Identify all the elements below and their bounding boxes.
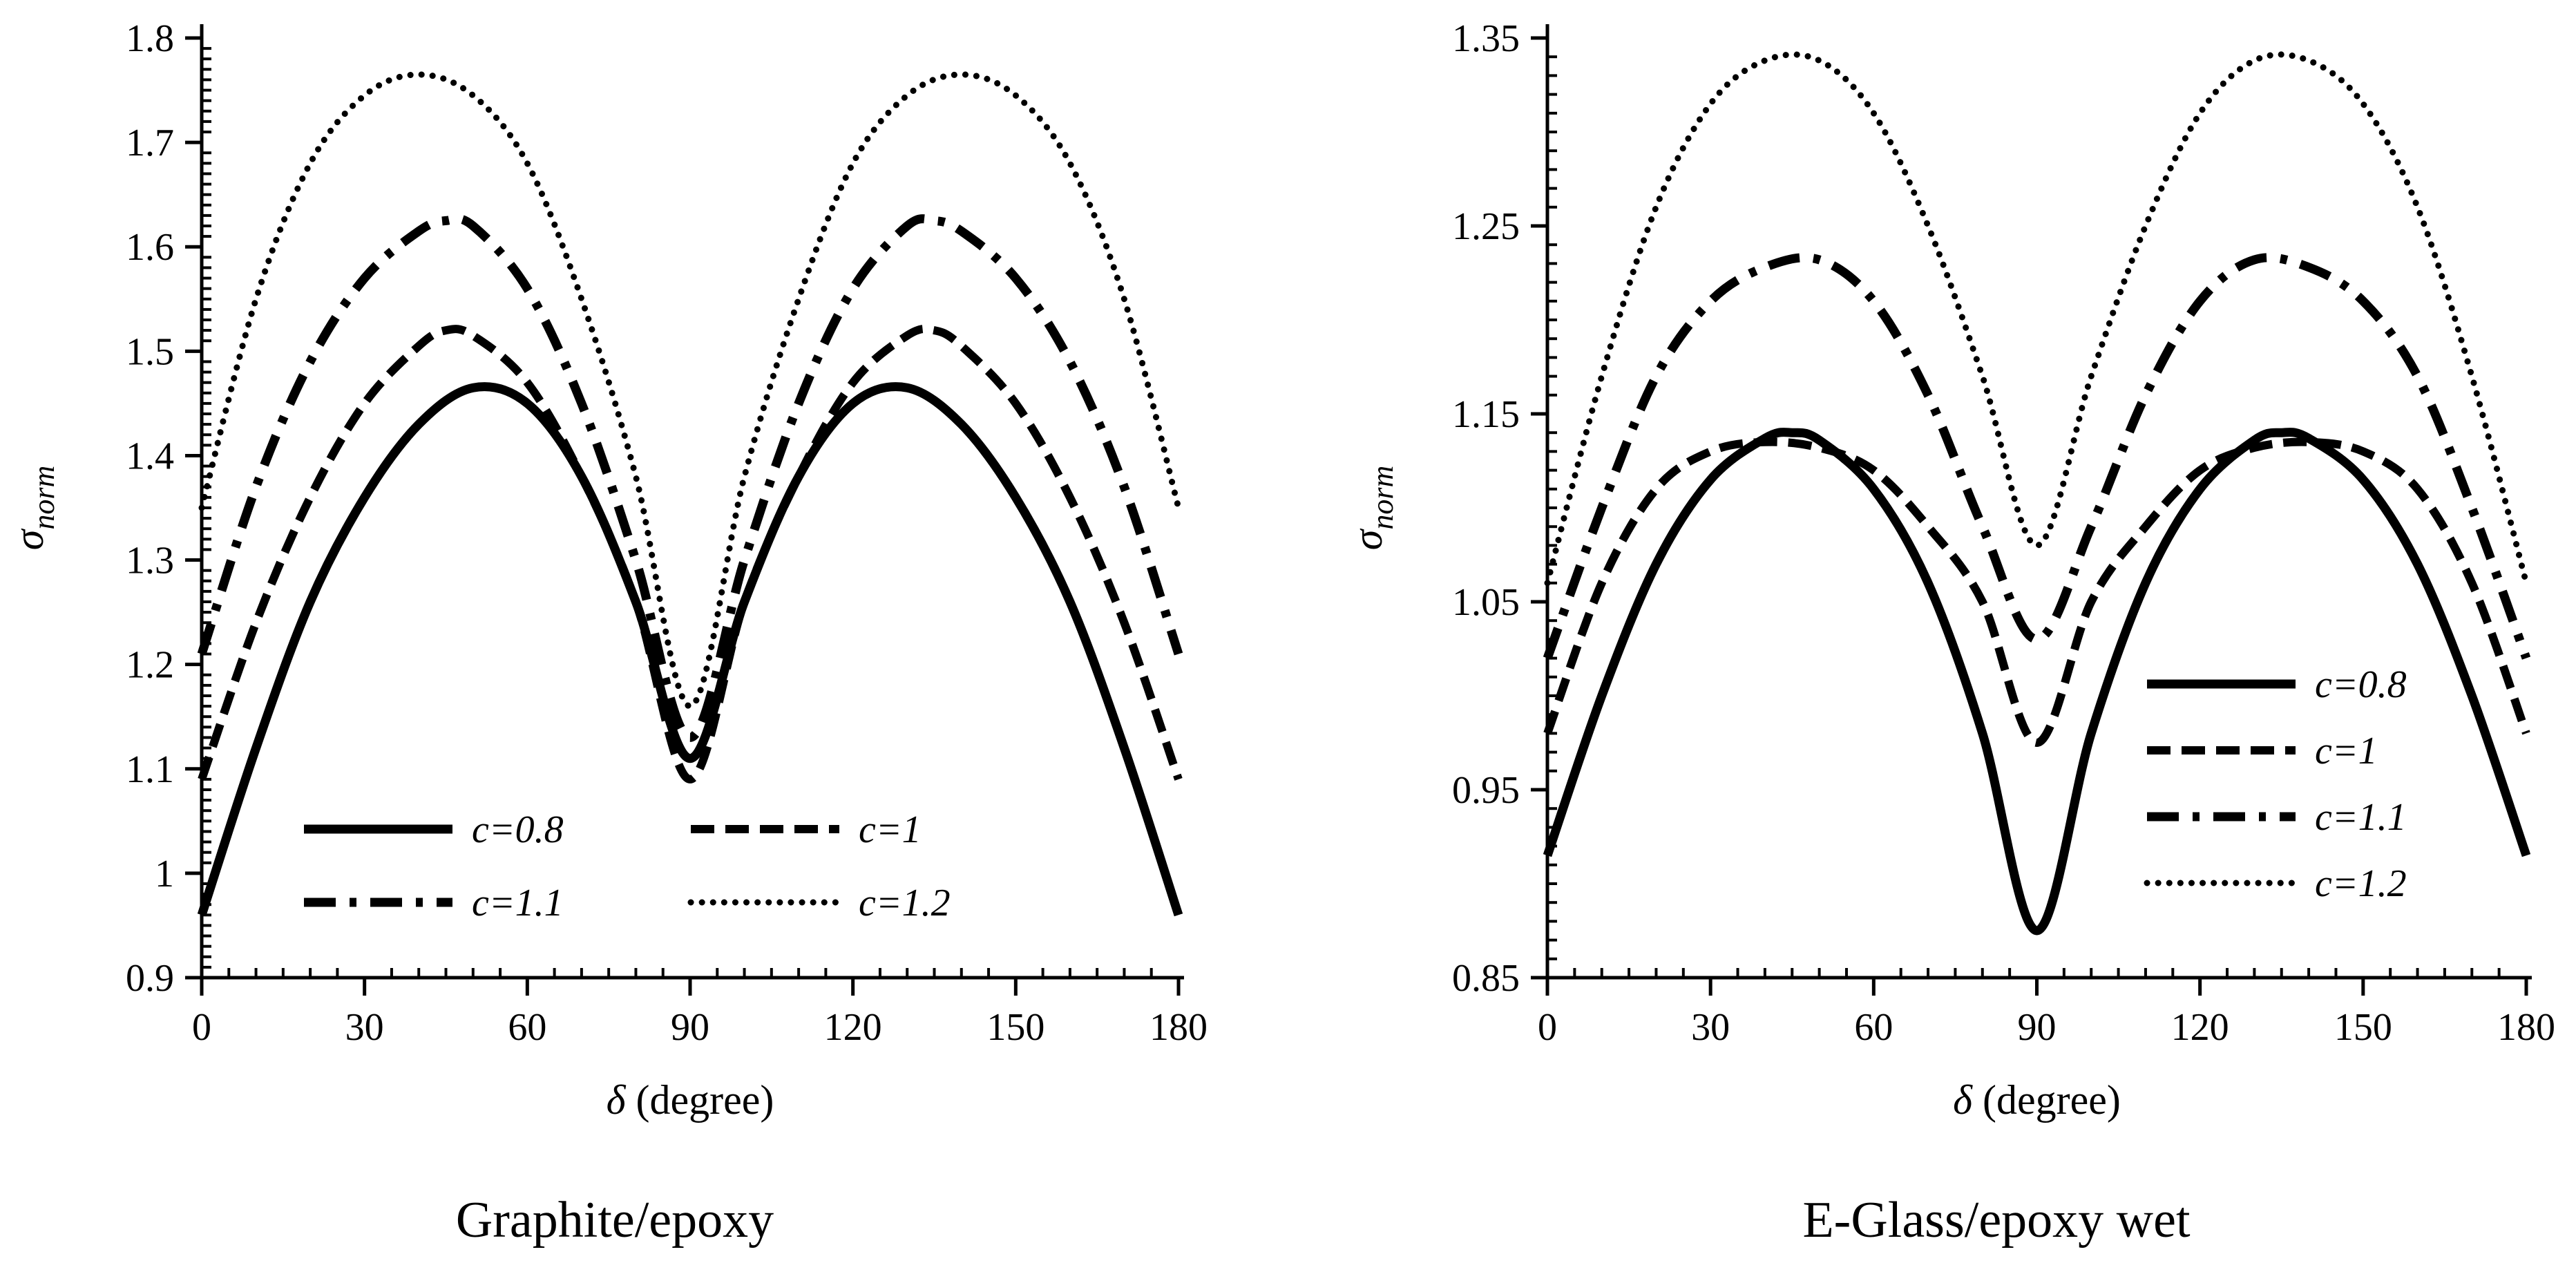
y-axis-symbol: σ (1345, 528, 1391, 550)
series-line-c=0.8 (1543, 428, 2531, 936)
y-tick-label: 1.3 (126, 540, 174, 582)
x-tick-label: 0 (192, 1006, 211, 1049)
legend-label: c=1.2 (859, 882, 951, 924)
y-axis-subscript: norm (27, 466, 61, 530)
series-line-c=1.1 (1543, 253, 2531, 660)
legend-label: c=1.1 (472, 882, 564, 924)
legend-label: c=1 (2315, 730, 2378, 772)
x-tick-label: 0 (1538, 1006, 1557, 1049)
legend-label: c=1 (859, 808, 922, 851)
legend-label: c=1.1 (2315, 796, 2407, 839)
y-tick-label: 0.85 (1452, 957, 1520, 1000)
y-axis-subscript: norm (1366, 466, 1400, 530)
series-line-c=1 (1543, 437, 2530, 747)
y-tick-label: 1.5 (126, 330, 174, 373)
y-tick-label: 1.25 (1452, 205, 1520, 248)
panel-caption: Graphite/epoxy (456, 1192, 774, 1249)
x-tick-label: 180 (1149, 1006, 1208, 1049)
x-tick-label: 120 (2171, 1006, 2229, 1049)
y-tick-label: 1.8 (126, 17, 174, 60)
y-tick-label: 1.35 (1452, 17, 1520, 60)
y-axis-symbol: σ (6, 528, 52, 550)
legend: c=0.8 c=1 c=1.1 c=1.2 (304, 808, 951, 924)
series-line-c=1.1 (197, 214, 1183, 742)
legend-label: c=0.8 (2315, 663, 2407, 706)
x-tick-label: 60 (1854, 1006, 1893, 1049)
legend-label: c=1.2 (2315, 862, 2407, 905)
y-tick-label: 1.15 (1452, 393, 1520, 436)
x-tick-label: 90 (671, 1006, 709, 1049)
x-tick-label: 150 (2334, 1006, 2392, 1049)
y-tick-label: 1.1 (126, 748, 174, 791)
legend-label: c=0.8 (472, 808, 564, 851)
x-tick-label: 180 (2497, 1006, 2555, 1049)
y-tick-label: 1.4 (126, 435, 174, 477)
x-tick-label: 60 (508, 1006, 546, 1049)
series-line-c=1 (198, 325, 1183, 784)
x-tick-label: 30 (1691, 1006, 1730, 1049)
panel-graphite-epoxy: 0.9 1 1.1 1.2 1.3 1.4 1.5 1.6 1.7 1.8 0 30 60 90 120 15… (6, 17, 1208, 1249)
x-tick-label: 90 (2018, 1006, 2057, 1049)
y-axis-title: σnorm (6, 466, 61, 551)
y-tick-label: 1.05 (1452, 581, 1520, 624)
panel-e-glass-epoxy-wet: 0.85 0.95 1.05 1.15 1.25 1.35 0 30 60 90 120 150 180… (1345, 17, 2555, 1249)
x-tick-label: 30 (345, 1006, 384, 1049)
y-tick-label: 1.2 (126, 644, 174, 687)
x-axis-symbol: δ (1953, 1077, 1973, 1123)
x-tick-label: 120 (824, 1006, 882, 1049)
y-tick-label: 0.9 (126, 957, 174, 1000)
x-axis-symbol: δ (607, 1077, 627, 1123)
x-axis-title: δ (degree) (1953, 1077, 2121, 1123)
y-axis-title: σnorm (1345, 466, 1400, 551)
x-axis-unit: (degree) (1972, 1077, 2121, 1123)
x-axis-title: δ (degree) (607, 1077, 774, 1123)
y-tick-label: 1.6 (126, 226, 174, 269)
y-tick-label: 1 (155, 853, 174, 895)
series-line-c=1.2 (198, 71, 1182, 710)
x-tick-label: 150 (986, 1006, 1044, 1049)
series-line-c=1.2 (1544, 51, 2530, 587)
y-tick-label: 0.95 (1452, 769, 1520, 812)
x-axis-unit: (degree) (626, 1077, 774, 1123)
y-tick-label: 1.7 (126, 122, 174, 164)
series-line-c=0.8 (197, 382, 1183, 917)
panel-caption: E-Glass/epoxy wet (1802, 1192, 2190, 1249)
legend: c=0.8 c=1 c=1.1 c=1.2 (2144, 663, 2407, 905)
